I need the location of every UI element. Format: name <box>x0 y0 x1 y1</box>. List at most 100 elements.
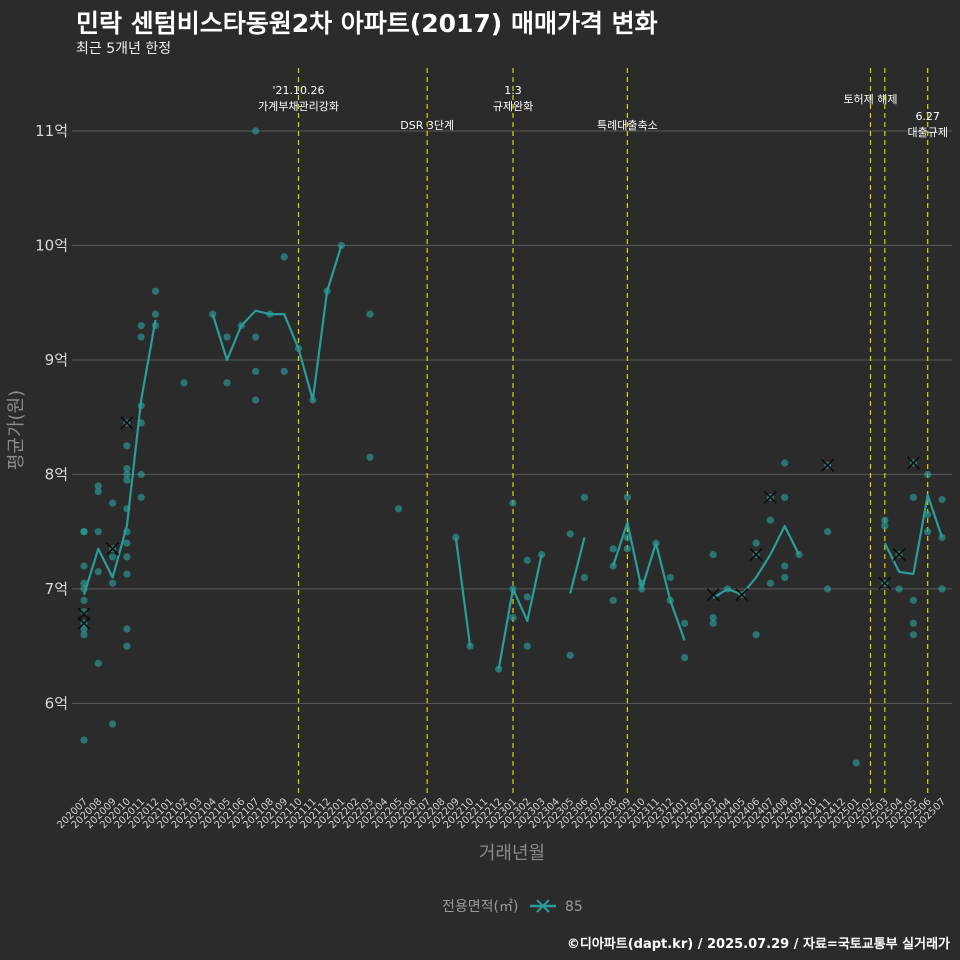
data-point <box>666 573 674 582</box>
data-point <box>80 608 88 616</box>
cross-marker <box>120 416 134 430</box>
data-point <box>909 596 918 604</box>
data-point <box>709 550 717 559</box>
data-point <box>252 367 260 375</box>
data-point <box>609 562 617 570</box>
data-point <box>781 493 789 501</box>
event-label: 대출규제 <box>907 126 947 139</box>
data-point <box>938 496 946 504</box>
y-tick-label: 9억 <box>45 351 68 369</box>
data-point <box>80 562 88 570</box>
data-point <box>523 642 531 650</box>
data-point <box>80 736 88 744</box>
data-point <box>395 505 403 513</box>
data-point <box>280 367 288 375</box>
data-point <box>252 396 260 404</box>
data-point <box>523 593 531 601</box>
data-point <box>94 488 102 496</box>
data-point <box>80 528 88 536</box>
data-point <box>852 759 860 767</box>
event-label: 가계부채관리강화 <box>258 100 339 113</box>
data-point <box>80 596 88 604</box>
series-line-segment <box>712 524 800 600</box>
cross-marker <box>749 548 763 562</box>
data-point <box>566 530 574 538</box>
y-axis-ticks: 6억 7억 8억 9억 10억 11억 <box>35 122 68 712</box>
data-point <box>94 659 102 667</box>
event-label: 규제완화 <box>493 100 533 113</box>
cross-marker <box>906 456 920 470</box>
data-point <box>366 453 374 461</box>
data-point <box>924 510 932 519</box>
y-tick-label: 10억 <box>35 236 68 254</box>
data-point <box>938 585 946 593</box>
legend-title: 전용면적(㎡) <box>442 899 518 915</box>
series-line-segment <box>211 245 343 402</box>
data-point <box>123 476 131 484</box>
data-point <box>123 470 131 479</box>
data-point <box>909 493 918 501</box>
event-label: '21.10.26 <box>272 84 324 97</box>
event-label: 토허제 해제 <box>843 92 897 106</box>
event-label: DSR 3단계 <box>400 119 454 132</box>
event-label: 1.3 <box>504 84 522 97</box>
data-point <box>123 642 131 650</box>
source-caption: ©디아파트(dapt.kr) / 2025.07.29 / 자료=국토교통부 실… <box>566 937 950 952</box>
data-point <box>681 619 689 627</box>
data-point <box>109 579 117 587</box>
data-point <box>137 470 145 479</box>
data-point <box>137 333 145 341</box>
data-point <box>94 482 102 490</box>
data-point <box>609 596 617 604</box>
data-point <box>80 625 88 633</box>
data-point <box>123 442 131 450</box>
data-point <box>623 545 632 553</box>
data-point <box>280 253 288 261</box>
data-point <box>123 570 131 578</box>
series-lines <box>82 245 944 670</box>
data-point <box>924 528 932 536</box>
y-tick-label: 7억 <box>45 580 68 598</box>
data-point <box>180 379 188 387</box>
data-point <box>137 493 145 501</box>
data-point <box>209 310 217 318</box>
data-point <box>623 493 632 501</box>
x-axis-ticks: 2020072020082020092020102020112020122021… <box>55 796 948 831</box>
series-line-segment <box>883 493 944 576</box>
series-line-segment <box>454 537 472 647</box>
data-point <box>466 642 474 650</box>
data-point <box>123 625 131 633</box>
data-point <box>752 631 760 639</box>
data-point <box>938 533 946 542</box>
data-point <box>151 287 160 295</box>
series-line-segment <box>497 554 543 670</box>
cross-marker <box>77 616 91 630</box>
chart-subtitle: 최근 5개년 한정 <box>76 41 172 57</box>
x-axis-title: 거래년월 <box>479 843 545 864</box>
series-line-segment <box>612 521 686 641</box>
data-point <box>824 585 832 593</box>
data-point <box>909 631 918 639</box>
cross-marker <box>77 607 91 621</box>
data-point <box>123 539 131 547</box>
legend-label-85: 85 <box>565 899 583 915</box>
data-point <box>824 528 832 536</box>
data-point <box>523 556 531 564</box>
chart-title: 민락 센텀비스타동원2차 아파트(2017) 매매가격 변화 <box>76 9 658 38</box>
cross-marker <box>106 542 120 556</box>
data-point <box>109 720 117 728</box>
data-point <box>566 651 574 659</box>
data-point <box>781 459 789 467</box>
data-point <box>252 127 260 135</box>
data-point <box>895 585 903 593</box>
data-point <box>709 619 717 627</box>
data-point <box>580 573 589 582</box>
data-point <box>781 573 789 582</box>
event-label: 6.27 <box>915 110 940 123</box>
data-point <box>80 579 88 587</box>
data-point <box>223 333 231 341</box>
data-point <box>94 568 102 576</box>
series-line-segment <box>82 319 157 595</box>
data-point <box>580 493 589 501</box>
